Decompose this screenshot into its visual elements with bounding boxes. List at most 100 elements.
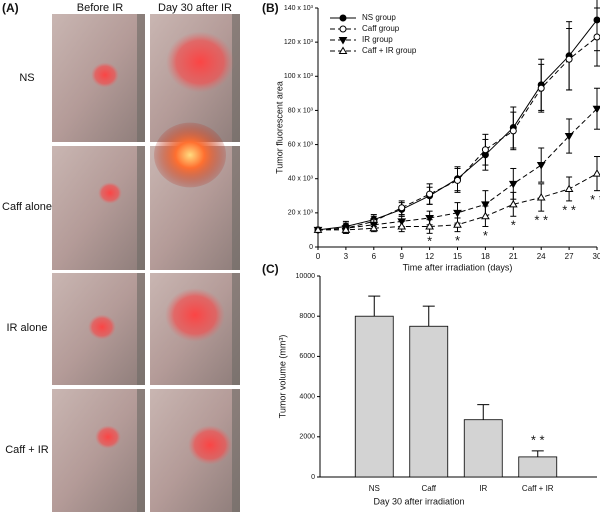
marker [313, 225, 323, 233]
marker [564, 184, 574, 192]
marker [454, 176, 461, 184]
x-tick-label: Caff + IR [522, 484, 554, 493]
y-tick-label: 8000 [299, 313, 315, 320]
x-tick-label: IR [479, 484, 487, 493]
y-tick-label: 100 x 10³ [284, 73, 314, 80]
bar [354, 315, 394, 478]
legend-label: NS group [362, 13, 396, 22]
x-tick-label: 21 [509, 252, 518, 261]
marker [537, 84, 545, 92]
marker [398, 204, 406, 212]
x-tick-label: 15 [453, 252, 462, 261]
fluorescence [88, 314, 116, 340]
legend-label: IR group [362, 35, 393, 44]
photo [52, 146, 145, 270]
marker [564, 133, 574, 141]
fluorescence [188, 425, 232, 465]
significance-mark: * [483, 228, 488, 243]
fluorescence [91, 62, 119, 88]
x-tick-label: Caff [421, 484, 436, 493]
marker [536, 162, 546, 170]
bar [463, 419, 503, 478]
photo-edge [232, 273, 240, 385]
panel-label: (C) [262, 262, 279, 276]
row-label: Caff + IR [5, 444, 49, 456]
y-tick-label: 10000 [296, 273, 316, 280]
marker [425, 222, 434, 230]
marker [509, 127, 517, 135]
y-tick-label: 60 x 10³ [288, 141, 314, 148]
marker [339, 14, 347, 22]
y-tick-label: 40 x 10³ [288, 176, 314, 183]
x-axis-label: Day 30 after irradiation [373, 496, 464, 506]
significance-mark: * * [590, 192, 600, 207]
x-tick-label: 12 [425, 252, 434, 261]
x-tick-label: 0 [316, 252, 321, 261]
panel-label: (B) [262, 1, 279, 15]
marker [453, 220, 462, 228]
marker [397, 222, 407, 230]
fluorescence [165, 288, 225, 342]
marker [565, 55, 573, 63]
series-line [317, 36, 598, 231]
marker [593, 33, 600, 41]
marker [481, 211, 490, 220]
y-axis-label: Tumor fluorescent area [274, 81, 284, 174]
series-line [317, 19, 598, 231]
significance-mark: * * [534, 213, 548, 228]
x-tick-label: 9 [399, 252, 404, 261]
bar [409, 325, 449, 478]
row-label: Caff alone [2, 201, 52, 213]
y-tick-label: 6000 [299, 353, 315, 360]
marker [453, 209, 462, 218]
marker [369, 223, 379, 232]
bar [518, 456, 558, 478]
column-header: Day 30 after IR [158, 2, 232, 14]
significance-mark: * [455, 233, 460, 248]
x-tick-label: NS [369, 484, 380, 493]
x-tick-label: 3 [344, 252, 349, 261]
x-tick-label: 30 [593, 252, 600, 261]
significance-mark: * [427, 233, 432, 248]
legend-label: Caff + IR group [362, 46, 417, 55]
y-axis-label: Tumor volume (mm³) [277, 335, 287, 419]
y-tick-label: 120 x 10³ [284, 39, 314, 46]
y-tick-label: 20 x 10³ [288, 210, 314, 217]
fluorescence [95, 425, 121, 449]
photo-edge [232, 389, 240, 512]
photo [52, 389, 145, 512]
y-tick-label: 80 x 10³ [288, 107, 314, 114]
marker [481, 201, 490, 209]
marker [341, 225, 351, 233]
x-tick-label: 24 [537, 252, 546, 261]
marker [508, 199, 518, 208]
marker [508, 180, 518, 189]
fluorescence [154, 122, 226, 188]
y-tick-label: 2000 [299, 434, 315, 441]
marker [338, 37, 348, 45]
fluorescence [166, 31, 234, 93]
marker [536, 193, 546, 201]
marker [339, 25, 347, 33]
y-tick-label: 0 [311, 474, 315, 481]
x-tick-label: 6 [372, 252, 377, 261]
panel-label: (A) [2, 1, 19, 15]
y-tick-label: 140 x 10³ [284, 5, 314, 12]
y-tick-label: 4000 [299, 393, 315, 400]
photo-edge [137, 146, 145, 270]
row-label: NS [19, 72, 34, 84]
marker [481, 146, 489, 154]
column-header: Before IR [77, 2, 124, 14]
y-tick-label: 0 [309, 244, 313, 251]
significance-mark: * [511, 218, 516, 233]
marker [338, 46, 348, 54]
photo-edge [232, 14, 240, 142]
x-tick-label: 27 [565, 252, 574, 261]
x-tick-label: 18 [481, 252, 490, 261]
row-label: IR alone [7, 322, 48, 334]
photo-edge [137, 14, 145, 142]
x-axis-label: Time after irradiation (days) [403, 262, 513, 272]
fluorescence [98, 182, 122, 204]
significance-mark: * * [531, 432, 545, 447]
